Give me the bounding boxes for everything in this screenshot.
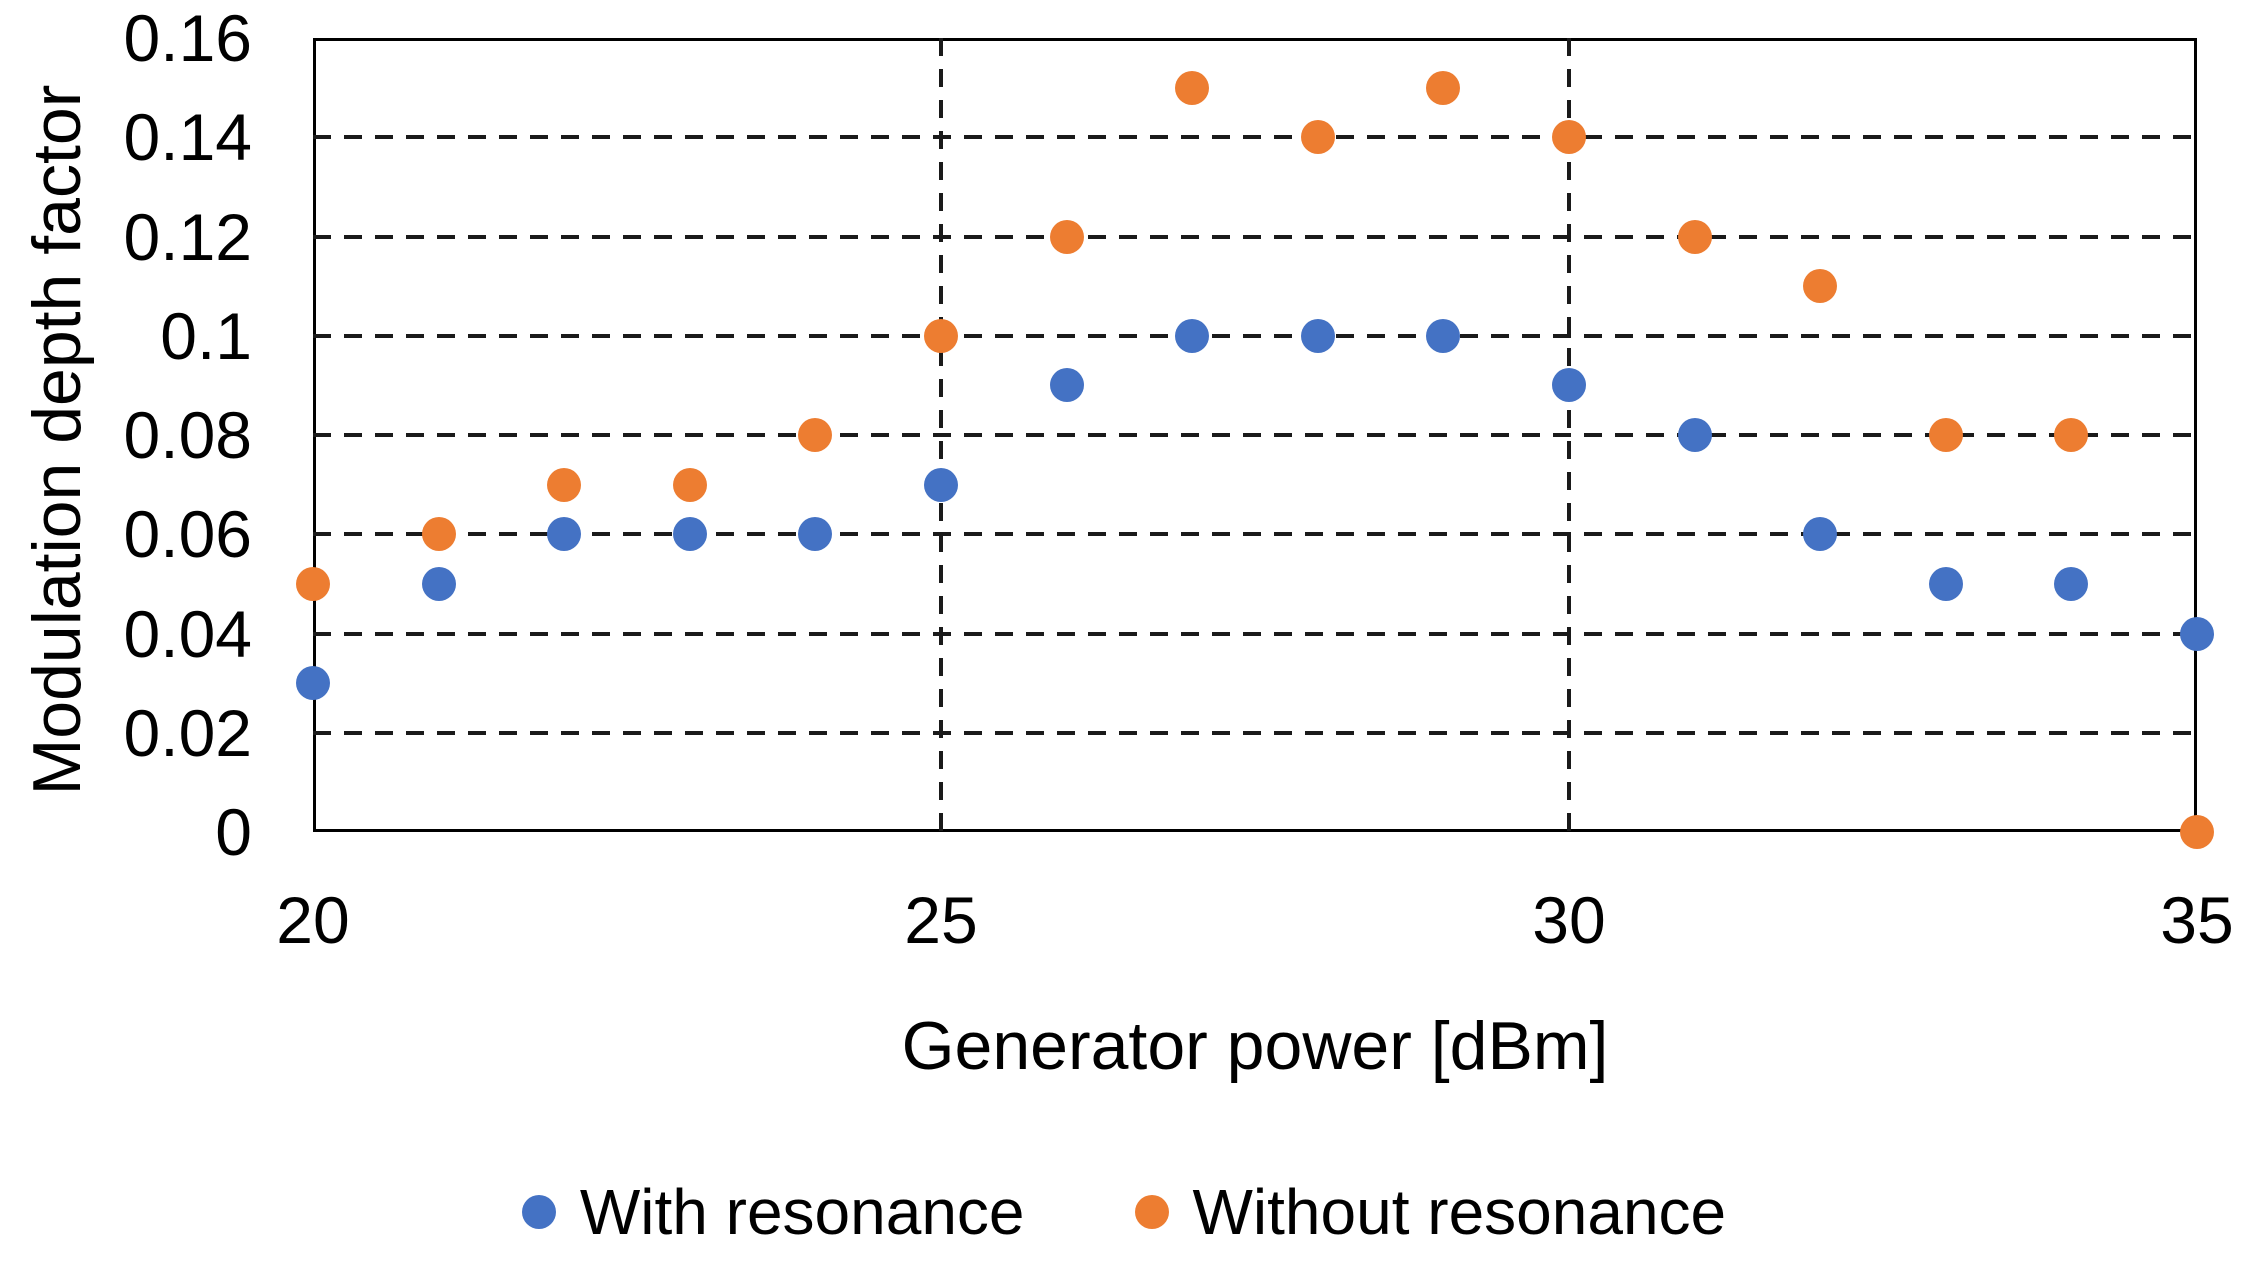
h-gridline — [313, 135, 2197, 140]
h-gridline — [313, 234, 2197, 239]
data-point-with-resonance — [798, 517, 833, 552]
data-point-without-resonance — [1426, 70, 1461, 105]
data-point-with-resonance — [421, 566, 456, 601]
data-point-with-resonance — [296, 666, 330, 701]
data-point-without-resonance — [1175, 70, 1210, 105]
legend-label-without-resonance: Without resonance — [1192, 1176, 1727, 1248]
data-point-with-resonance — [672, 517, 707, 552]
x-tick-label: 35 — [2160, 883, 2234, 957]
data-point-without-resonance — [1803, 269, 1838, 304]
data-point-with-resonance — [924, 467, 958, 502]
data-point-with-resonance — [547, 517, 582, 552]
data-point-with-resonance — [2054, 566, 2089, 601]
y-tick-label: 0.02 — [123, 695, 252, 770]
legend-item-with-resonance: With resonance — [521, 1172, 1025, 1252]
data-point-without-resonance — [2054, 418, 2089, 452]
y-tick-label: 0.16 — [123, 1, 252, 75]
data-point-with-resonance — [1426, 318, 1461, 353]
x-tick-label: 20 — [276, 883, 350, 957]
chart-legend: With resonance Without resonance — [0, 1172, 2248, 1252]
data-point-without-resonance — [1300, 120, 1335, 155]
y-tick-label: 0.14 — [123, 100, 252, 175]
x-axis-title: Generator power [dBm] — [901, 1008, 1609, 1084]
h-gridline — [313, 532, 2197, 537]
data-point-with-resonance — [1049, 368, 1084, 403]
data-point-with-resonance — [1552, 368, 1586, 403]
y-tick-label: 0.1 — [160, 298, 252, 373]
v-gridline — [939, 38, 943, 832]
data-point-without-resonance — [1677, 219, 1712, 254]
x-tick-label: 30 — [1532, 883, 1606, 957]
data-point-without-resonance — [547, 467, 582, 502]
data-point-without-resonance — [296, 566, 330, 601]
data-point-with-resonance — [1803, 517, 1838, 552]
data-point-without-resonance — [1552, 120, 1586, 155]
data-point-with-resonance — [2180, 616, 2214, 651]
data-point-without-resonance — [672, 467, 707, 502]
x-tick-label: 25 — [904, 883, 978, 957]
y-tick-label: 0 — [215, 795, 252, 869]
without-resonance-marker-icon — [1134, 1195, 1169, 1229]
h-gridline — [313, 333, 2197, 338]
data-point-without-resonance — [924, 318, 958, 353]
y-tick-label: 0.04 — [123, 596, 252, 671]
y-tick-label: 0.12 — [123, 199, 252, 274]
data-point-with-resonance — [1175, 318, 1210, 353]
with-resonance-marker-icon — [521, 1195, 556, 1229]
legend-label-with-resonance: With resonance — [579, 1176, 1025, 1248]
y-tick-label: 0.08 — [123, 398, 252, 472]
data-point-with-resonance — [1677, 418, 1712, 452]
legend-item-without-resonance: Without resonance — [1134, 1172, 1727, 1252]
data-point-without-resonance — [1049, 219, 1084, 254]
v-gridline — [1567, 38, 1571, 832]
data-point-without-resonance — [1928, 418, 1963, 452]
data-point-without-resonance — [421, 517, 456, 552]
y-tick-label: 0.06 — [123, 497, 252, 572]
data-point-without-resonance — [798, 418, 833, 452]
h-gridline — [313, 730, 2197, 735]
h-gridline — [313, 433, 2197, 437]
data-point-with-resonance — [1928, 566, 1963, 601]
data-point-without-resonance — [2180, 815, 2214, 849]
h-gridline — [313, 631, 2197, 636]
data-point-with-resonance — [1300, 318, 1335, 353]
